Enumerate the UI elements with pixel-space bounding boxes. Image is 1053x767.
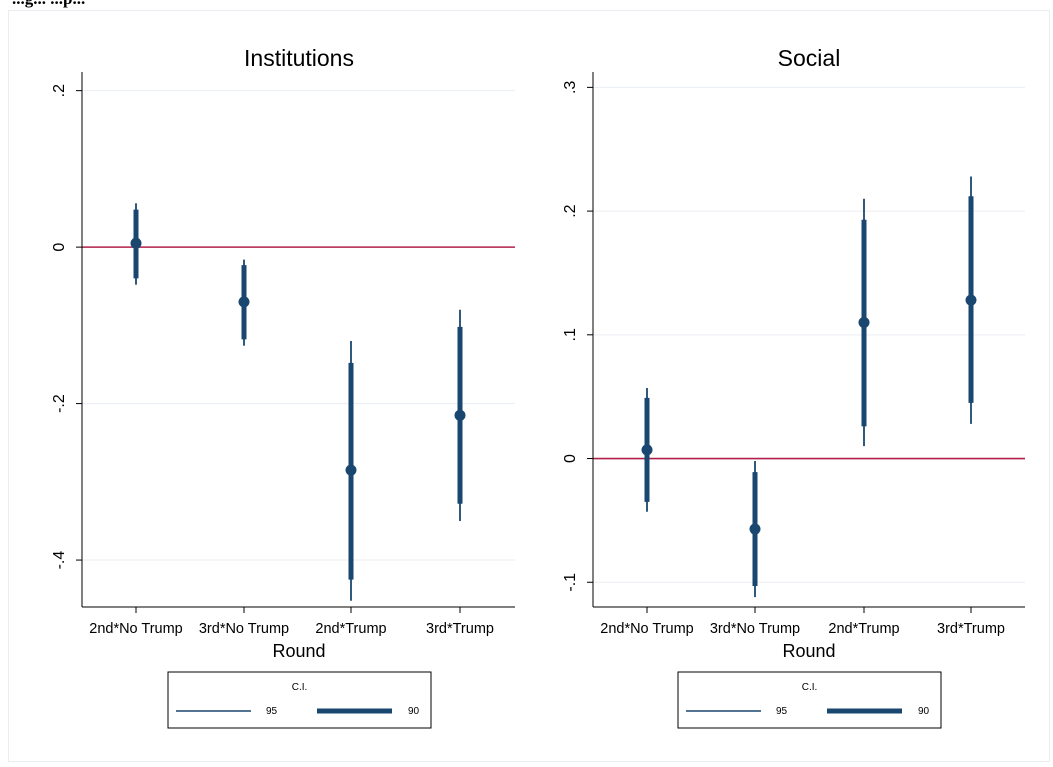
y-tick-label: .1 [562, 328, 579, 341]
legend-label-90: 90 [408, 706, 420, 717]
figure-caption: ...g... ...p... [12, 0, 85, 10]
y-tick-label: 0 [51, 243, 68, 252]
point-estimate [130, 237, 142, 249]
y-tick-label: 0 [562, 454, 579, 463]
figure-frame [8, 10, 1050, 762]
legend-box [677, 671, 942, 729]
x-tick-label: 3rd*No Trump [710, 621, 800, 637]
y-tick-label: -.1 [562, 573, 579, 592]
legend-label-95: 95 [266, 706, 278, 717]
x-tick-label: 2nd*Trump [828, 621, 899, 637]
legend-title: C.I. [802, 682, 818, 693]
panel-title: Institutions [244, 45, 354, 71]
x-tick-label: 3rd*Trump [426, 621, 494, 637]
y-tick-label: .2 [562, 204, 579, 217]
point-estimate [965, 294, 977, 306]
y-tick-label: .3 [562, 81, 579, 94]
y-tick-label: -.2 [51, 394, 68, 413]
y-tick-label: -.4 [51, 551, 68, 570]
y-tick-label: .2 [51, 84, 68, 97]
legend-box [167, 671, 432, 729]
point-estimate [454, 409, 466, 421]
panel-title: Social [778, 45, 841, 71]
x-tick-label: 2nd*No Trump [89, 621, 183, 637]
x-axis-title: Round [272, 641, 325, 661]
legend-social: C.I. 95 90 [677, 671, 942, 729]
point-estimate [345, 464, 357, 476]
point-estimate [858, 316, 870, 328]
legend-label-95: 95 [776, 706, 788, 717]
legend-label-90: 90 [918, 706, 930, 717]
point-estimate [238, 296, 250, 308]
x-tick-label: 2nd*Trump [315, 621, 386, 637]
x-axis-title: Round [782, 641, 835, 661]
x-tick-label: 2nd*No Trump [600, 621, 694, 637]
x-tick-label: 3rd*Trump [937, 621, 1005, 637]
point-estimate [641, 444, 653, 456]
legend-title: C.I. [292, 682, 308, 693]
panel-social: .3 .2 .1 0 -.1 2nd*No Trump 3rd*No Trump 2nd*Tr… [562, 45, 1025, 729]
legend-institutions: C.I. 95 90 [167, 671, 432, 729]
panel-institutions: .2 0 -.2 -.4 2nd*No Trump 3rd*No Trump 2nd*Tru… [51, 45, 515, 729]
x-tick-label: 3rd*No Trump [199, 621, 289, 637]
point-estimate [749, 523, 761, 535]
